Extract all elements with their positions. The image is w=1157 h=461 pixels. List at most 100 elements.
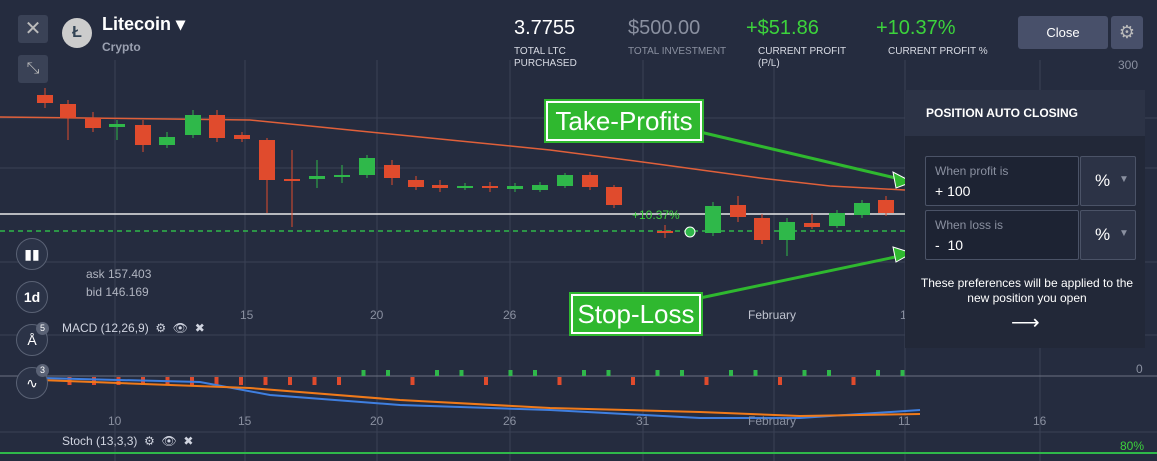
candle-part [284,179,300,181]
candle-part [109,124,125,127]
axis-label: 300 [1118,58,1139,72]
candle-part [582,175,598,187]
input-value: + 100 [935,183,971,199]
candle-part [655,370,660,376]
input-label: When profit is [935,164,1009,178]
candle-part [876,370,880,376]
candle-part [730,205,746,217]
loss-input[interactable]: When loss is - 10 [925,210,1079,260]
indicator[interactable]: MACD (12,26,9) ⚙ 👁 ✖ [62,321,205,335]
candle-part [829,213,845,226]
stat-value: 3.7755 [514,17,576,39]
x-label: 26 [503,308,517,322]
candle-part [557,377,562,385]
axis-label: 80% [1120,439,1145,453]
candle-part [263,377,268,385]
candle-part [705,206,721,233]
candle-part [60,104,76,118]
close-chart[interactable]: ✕ [18,15,48,43]
candle-part [337,377,341,385]
candle-part [92,377,96,385]
x-label: 31 [636,414,650,428]
candle-part [432,185,448,188]
input-label: When loss is [935,218,1004,232]
profit-unit[interactable]: % ▼ [1080,156,1136,206]
timeframe[interactable]: 1d [16,281,48,313]
stat-label: CURRENT PROFIT (P/L) [758,46,846,69]
candle-part [878,200,894,213]
stat-value: +$51.86 [746,17,819,39]
candle-part [557,175,573,186]
candle-part [384,165,400,178]
candle-part [457,186,473,188]
panel-title: POSITION AUTO CLOSING [926,106,1079,120]
indicator-name: Stoch (13,3,3) [62,434,138,448]
candle-part [753,370,758,376]
candle-part [239,377,243,385]
candle-part [680,370,684,376]
candle-part [508,370,513,376]
chart-type[interactable]: ▮▮ [16,238,48,270]
settings[interactable]: ⚙ [1111,16,1143,49]
candle-part [386,370,390,376]
asset-type: Crypto [102,40,141,54]
loss-unit[interactable]: % ▼ [1080,210,1136,260]
x-label: 20 [370,308,384,322]
indicator[interactable]: Stoch (13,3,3) ⚙ 👁 ✖ [62,434,194,448]
candle-part [334,175,350,177]
candle-part [234,135,250,139]
candle-part [532,185,548,190]
auto-close-panel: POSITION AUTO CLOSING When profit is + 1… [905,90,1145,348]
candle-part [778,377,782,385]
candle-part [259,140,275,180]
candle-part [827,370,831,376]
bid: bid 146.169 [86,285,149,299]
candle-part [507,186,523,189]
candle-part [851,377,856,385]
close-button[interactable]: Close [1018,16,1108,49]
candle-part [309,176,325,179]
candle-part [288,377,292,385]
candle-part [135,125,151,145]
candle-part [582,370,586,376]
stat-value: $500.00 [628,17,701,39]
profit-input[interactable]: When profit is + 100 [925,156,1079,206]
input-value: - 10 [935,237,964,253]
candle-part [779,222,795,240]
candle-part [435,370,439,376]
panel-note: These preferences will be applied to the… [920,276,1134,305]
candle-part [459,370,464,376]
candle-part [704,377,709,385]
candle-part [209,115,225,138]
stat-label: TOTAL INVESTMENT [628,46,727,57]
x-label: 11 [898,414,911,428]
candle-part [802,370,807,376]
stat-value: +10.37% [876,17,956,39]
badge: 3 [36,364,49,377]
profit-marker: +10.37% [632,208,680,222]
arrow[interactable]: ⟶ [1011,312,1040,334]
x-label: February [748,308,797,322]
candle-part [854,203,870,215]
callout: Stop-Loss [569,292,703,336]
candle-part [85,118,101,128]
candle-part [804,223,820,227]
minimize[interactable]: ⤡ [18,55,48,83]
x-label: 15 [238,414,252,428]
candle-part [159,137,175,145]
candle-part [408,180,424,187]
x-label: 26 [503,414,517,428]
candle-part [606,187,622,205]
candle-part [361,370,366,376]
asset-name[interactable]: Litecoin ▾ [102,14,186,34]
candle-part [214,377,219,385]
axis-label: 0 [1136,362,1143,376]
asset-icon: Ł [62,18,92,48]
candle-part [185,115,201,135]
candle-part [37,95,53,103]
candle-part [533,370,537,376]
indicator-name: MACD (12,26,9) [62,321,149,335]
asset-title: Litecoin [102,14,172,34]
